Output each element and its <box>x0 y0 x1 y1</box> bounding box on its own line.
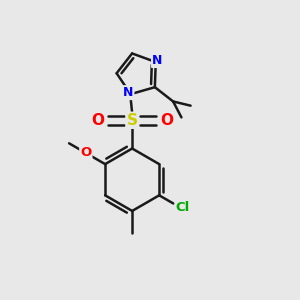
Text: O: O <box>80 146 92 160</box>
Text: O: O <box>160 113 173 128</box>
Text: O: O <box>91 113 104 128</box>
Text: S: S <box>127 113 138 128</box>
Text: N: N <box>123 86 134 99</box>
Text: N: N <box>152 54 162 67</box>
Text: Cl: Cl <box>176 201 190 214</box>
